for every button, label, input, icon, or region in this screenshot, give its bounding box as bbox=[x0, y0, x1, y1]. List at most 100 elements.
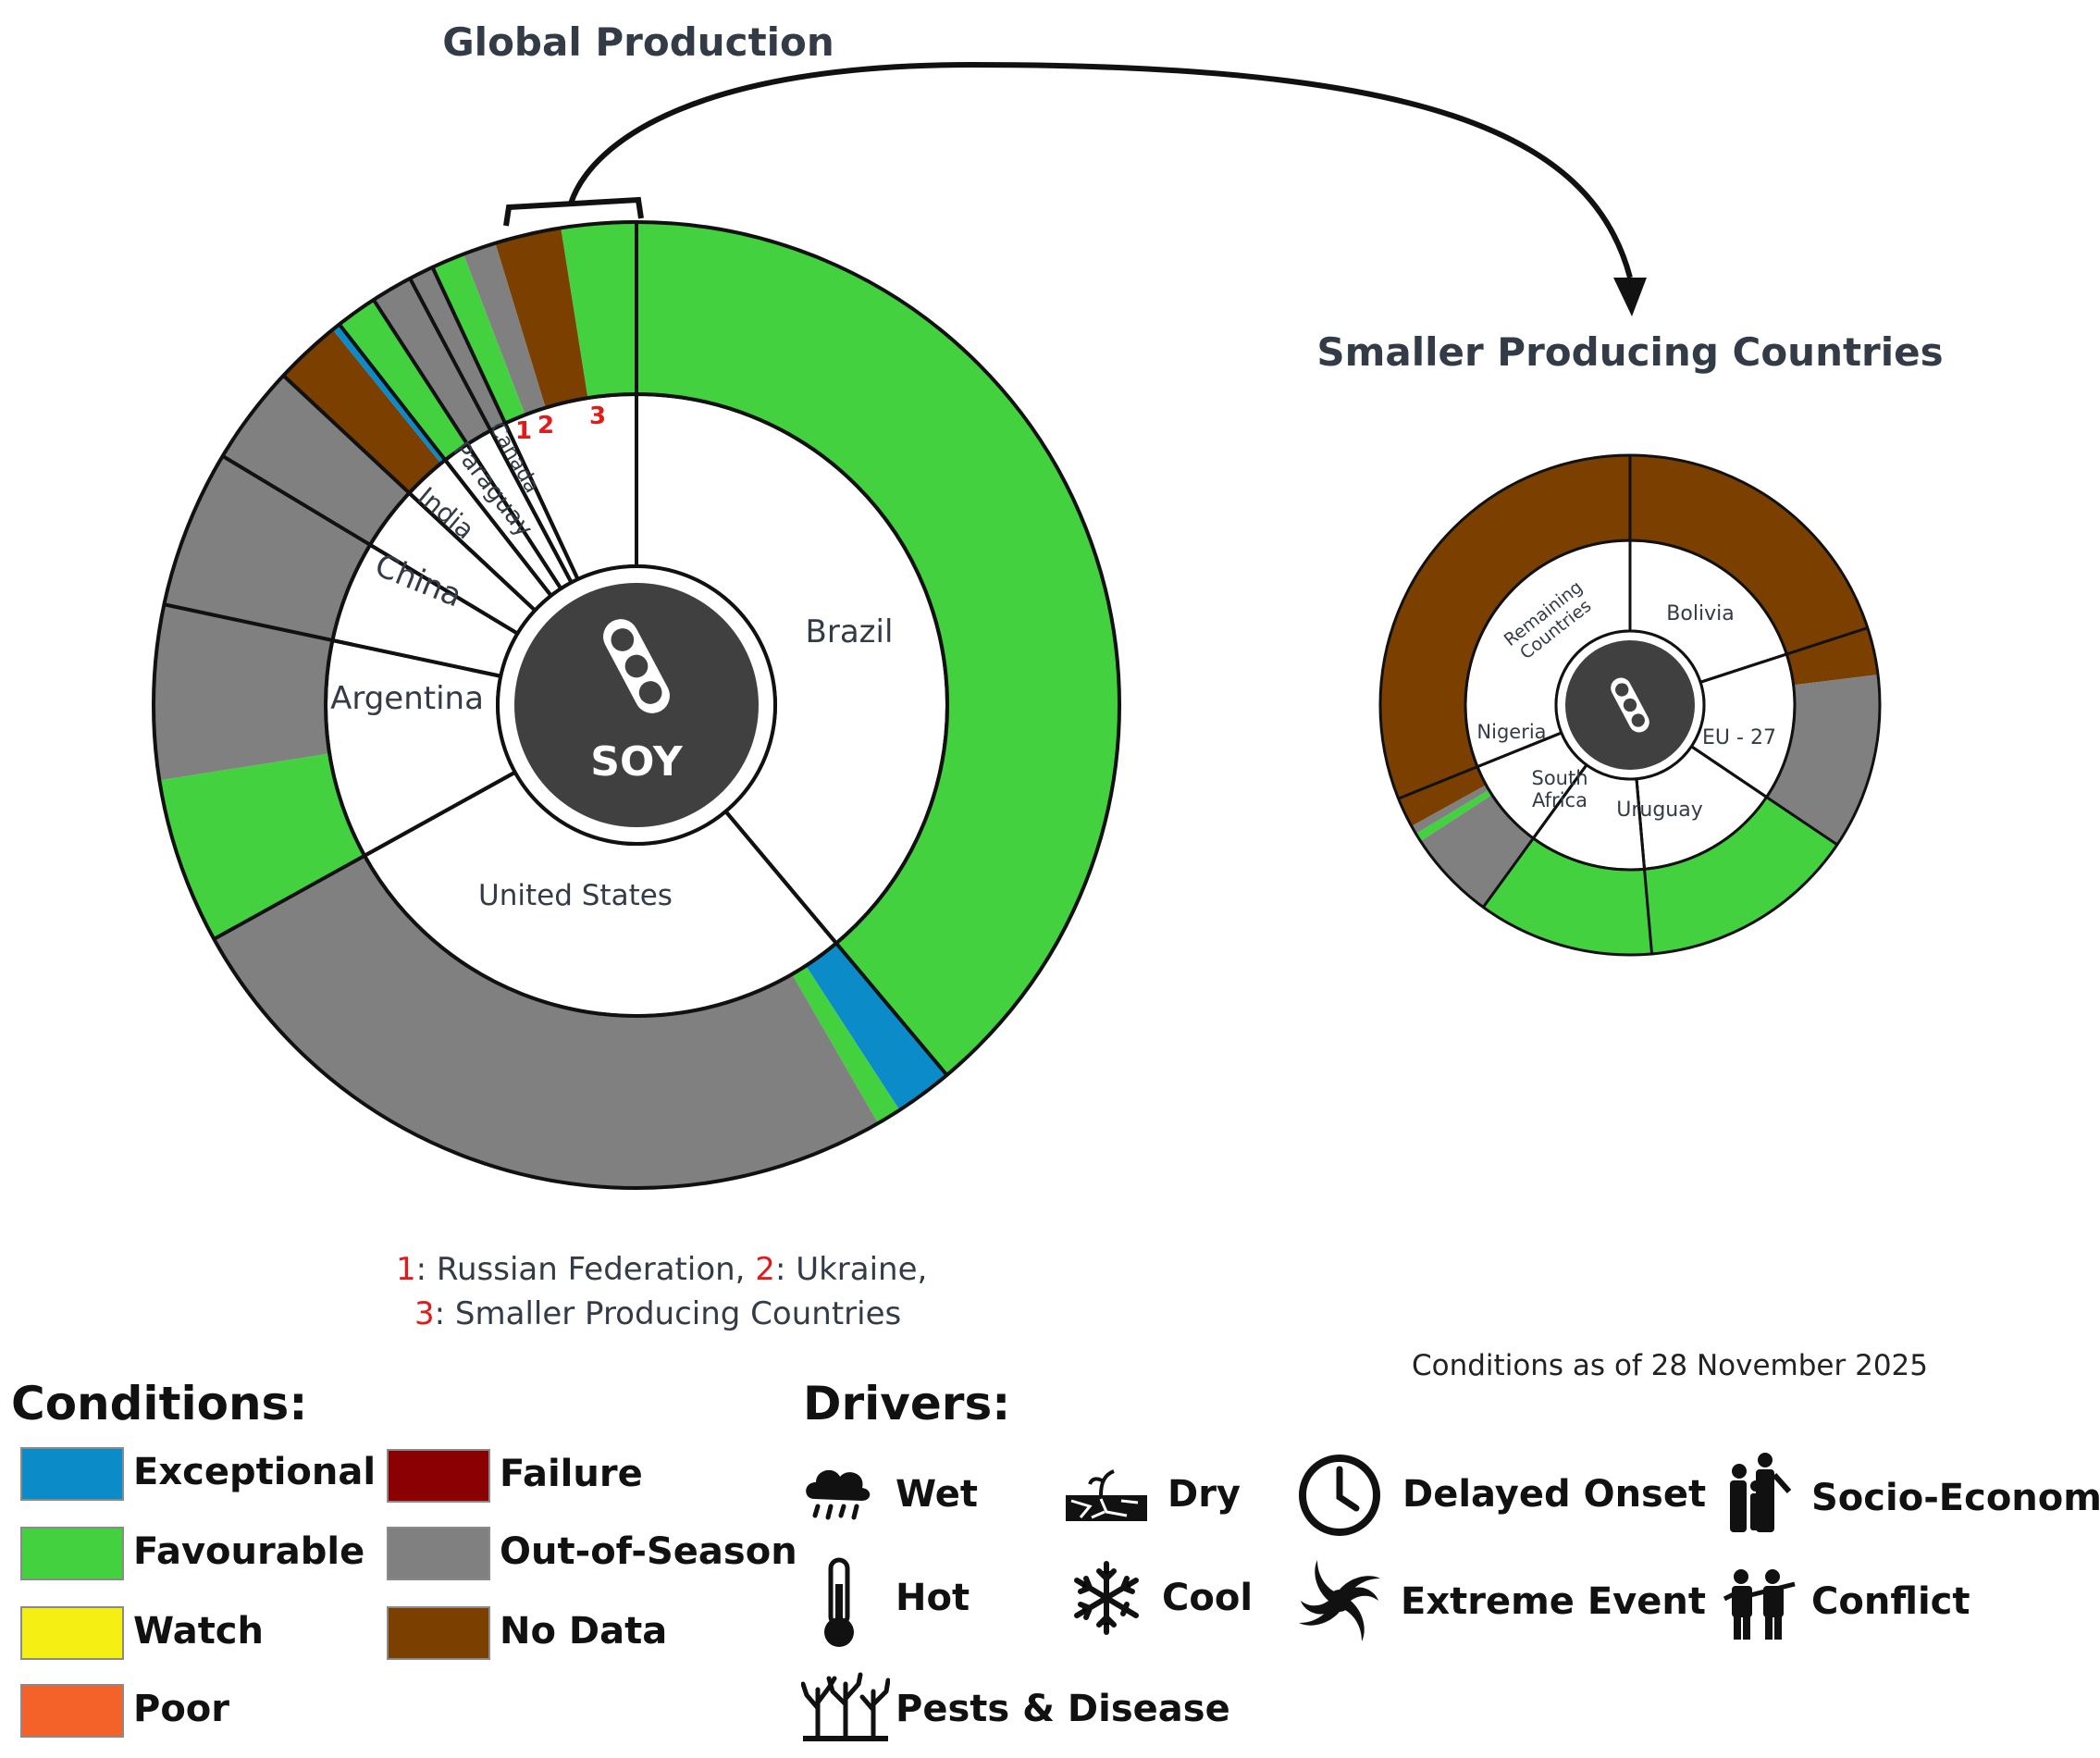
swatch-watch bbox=[20, 1606, 124, 1660]
condition-slice-south-africa-favourable bbox=[1483, 838, 1652, 955]
thermometer-icon bbox=[824, 1557, 854, 1647]
footnote-text-2: : Ukraine, bbox=[774, 1251, 928, 1288]
footnote-text-3: : Smaller Producing Countries bbox=[434, 1295, 902, 1332]
condition-label-watch: Watch bbox=[133, 1610, 264, 1653]
country-label-nigeria: Nigeria bbox=[1476, 721, 1546, 743]
condition-slice-3-out-of-season bbox=[463, 242, 546, 415]
country-divider bbox=[723, 810, 949, 1077]
as-of-date: Conditions as of 28 November 2025 bbox=[1412, 1349, 1928, 1382]
cracked-earth-icon bbox=[1066, 1469, 1147, 1521]
country-label-south-africa: South Africa bbox=[1531, 767, 1587, 811]
footnote-num-3: 3 bbox=[414, 1295, 435, 1332]
country-divider bbox=[430, 266, 580, 580]
drivers-legend-title: Drivers: bbox=[803, 1377, 1011, 1430]
swatch-no-data bbox=[387, 1606, 490, 1660]
condition-slice-nigeria-no-data bbox=[1398, 766, 1487, 826]
country-divider bbox=[1635, 778, 1654, 955]
driver-label-extreme-event: Extreme Event bbox=[1401, 1580, 1706, 1623]
driver-label-socio-economic: Socio-Economic bbox=[1811, 1477, 2100, 1519]
condition-slice-uruguay-favourable bbox=[1644, 797, 1837, 954]
condition-slice-india-out-of-season bbox=[222, 375, 410, 545]
swatch-poor bbox=[20, 1684, 124, 1738]
condition-slice-argentina-favourable bbox=[159, 753, 365, 939]
country-divider bbox=[164, 602, 501, 678]
hurricane-icon bbox=[1299, 1560, 1380, 1641]
center-disc bbox=[514, 583, 759, 827]
family-icon bbox=[1730, 1453, 1792, 1532]
condition-label-poor: Poor bbox=[133, 1688, 230, 1730]
country-divider bbox=[281, 374, 537, 613]
main-chart-title: Global Production bbox=[442, 19, 834, 65]
country-label-brazil: Brazil bbox=[806, 613, 894, 650]
condition-slice-canada-favourable bbox=[339, 300, 468, 461]
condition-label-exceptional: Exceptional bbox=[133, 1451, 377, 1493]
condition-slice-paraguay-exceptional bbox=[332, 324, 446, 464]
country-divider bbox=[213, 770, 516, 941]
condition-slice-nigeria-favourable bbox=[1415, 789, 1492, 842]
country-divider bbox=[372, 299, 563, 590]
soy-center-label: SOY bbox=[590, 738, 684, 786]
country-label-uruguay: Uruguay bbox=[1616, 799, 1703, 822]
condition-slice-nigeria-out-of-season bbox=[1411, 785, 1489, 835]
condition-slice-3-no-data bbox=[495, 228, 588, 408]
condition-slice-united-states-favourable bbox=[792, 965, 900, 1123]
country-label-2: 2 bbox=[537, 412, 554, 440]
country-label-3: 3 bbox=[589, 402, 606, 430]
swatch-favourable bbox=[20, 1527, 124, 1580]
driver-label-dry: Dry bbox=[1167, 1473, 1241, 1516]
swatch-exceptional bbox=[20, 1447, 124, 1501]
country-label-argentina: Argentina bbox=[330, 680, 484, 717]
soybean-icon bbox=[603, 619, 670, 713]
rain-cloud-icon bbox=[806, 1469, 871, 1520]
footnote-line-1: 1: Russian Federation, 2: Ukraine, bbox=[396, 1251, 927, 1288]
driver-label-delayed-onset: Delayed Onset bbox=[1402, 1473, 1707, 1516]
condition-slice-3-favourable bbox=[561, 222, 636, 399]
condition-slice-united-states-out-of-season bbox=[214, 855, 879, 1188]
condition-slice-1-out-of-season bbox=[373, 278, 491, 445]
driver-label-cool: Cool bbox=[1162, 1577, 1254, 1619]
snowflake-icon bbox=[1074, 1561, 1139, 1635]
footnote-num-1: 1 bbox=[396, 1251, 416, 1288]
footnote-text-1: : Russian Federation, bbox=[415, 1251, 756, 1288]
country-divider bbox=[408, 278, 574, 584]
condition-slice-united-states-exceptional bbox=[806, 943, 947, 1110]
condition-label-out-of-season: Out-of-Season bbox=[500, 1530, 797, 1573]
driver-label-hot: Hot bbox=[896, 1577, 970, 1619]
country-divider bbox=[221, 454, 519, 636]
country-label-bolivia: Bolivia bbox=[1666, 602, 1734, 625]
country-divider bbox=[1398, 731, 1563, 800]
country-divider bbox=[1699, 626, 1869, 684]
condition-slice-paraguay-no-data bbox=[283, 329, 441, 493]
condition-slice-3-favourable bbox=[432, 254, 525, 424]
footnote-num-2: 2 bbox=[755, 1251, 775, 1288]
clock-icon bbox=[1299, 1455, 1380, 1536]
driver-label-wet: Wet bbox=[896, 1473, 978, 1516]
country-divider bbox=[1482, 763, 1588, 909]
callout-arrow bbox=[503, 61, 1647, 316]
footnote-line-2: 3: Smaller Producing Countries bbox=[414, 1295, 901, 1332]
condition-slice-brazil-favourable bbox=[636, 222, 1120, 1075]
bare-trees-icon bbox=[801, 1672, 890, 1741]
swatch-out-of-season bbox=[387, 1527, 490, 1580]
country-divider bbox=[338, 323, 553, 597]
soybean-icon bbox=[1611, 677, 1649, 733]
soldiers-icon bbox=[1723, 1569, 1796, 1640]
condition-slice-argentina-out-of-season bbox=[154, 604, 333, 781]
driver-label-pests-disease: Pests & Disease bbox=[896, 1688, 1230, 1730]
condition-slice-2-out-of-season bbox=[410, 266, 506, 431]
country-label-1: 1 bbox=[515, 417, 532, 445]
driver-label-conflict: Conflict bbox=[1811, 1580, 1970, 1623]
condition-label-failure: Failure bbox=[500, 1453, 643, 1495]
swatch-failure bbox=[387, 1449, 490, 1503]
condition-slice-nigeria-out-of-season bbox=[1420, 794, 1534, 908]
condition-label-no-data: No Data bbox=[500, 1610, 668, 1653]
condition-slice-eu-27-no-data bbox=[1786, 627, 1878, 686]
condition-label-favourable: Favourable bbox=[133, 1530, 365, 1573]
country-label-united-states: United States bbox=[478, 879, 673, 912]
small-chart-title: Smaller Producing Countries bbox=[1316, 329, 1943, 375]
country-divider bbox=[1690, 745, 1838, 847]
